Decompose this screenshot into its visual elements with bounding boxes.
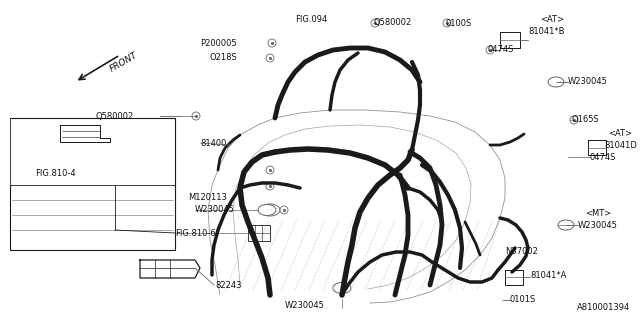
Text: M120113: M120113 (188, 193, 227, 202)
Text: W230045: W230045 (578, 220, 618, 229)
Text: P200005: P200005 (200, 38, 237, 47)
Ellipse shape (192, 112, 200, 120)
Ellipse shape (280, 206, 288, 214)
Text: 0474S: 0474S (590, 153, 616, 162)
Ellipse shape (570, 116, 578, 124)
Text: <MT>: <MT> (585, 209, 611, 218)
Ellipse shape (266, 54, 274, 62)
Ellipse shape (260, 204, 280, 216)
Bar (248, 225, 270, 241)
Text: O218S: O218S (210, 53, 237, 62)
Text: 0100S: 0100S (446, 19, 472, 28)
Ellipse shape (548, 77, 564, 87)
Text: 81041D: 81041D (604, 140, 637, 149)
Text: FIG.810-6: FIG.810-6 (175, 228, 216, 237)
Ellipse shape (558, 220, 574, 230)
Text: Q580002: Q580002 (95, 111, 133, 121)
Text: 0101S: 0101S (510, 295, 536, 305)
Text: N37002: N37002 (505, 247, 538, 257)
Ellipse shape (258, 204, 276, 215)
Text: 81041*B: 81041*B (528, 28, 564, 36)
Ellipse shape (266, 182, 274, 190)
Text: <AT>: <AT> (540, 15, 564, 25)
Text: 0474S: 0474S (488, 45, 515, 54)
Text: FRONT: FRONT (108, 51, 139, 74)
Ellipse shape (486, 46, 494, 54)
Ellipse shape (266, 166, 274, 174)
Text: 81041*A: 81041*A (530, 270, 566, 279)
Bar (10, 118, 175, 250)
Text: 81400: 81400 (200, 139, 227, 148)
Text: A810001394: A810001394 (577, 303, 630, 312)
Ellipse shape (371, 19, 379, 27)
Text: <AT>: <AT> (608, 129, 632, 138)
Text: W230045: W230045 (285, 300, 325, 309)
Ellipse shape (443, 19, 451, 27)
Text: Q580002: Q580002 (373, 19, 412, 28)
Text: O165S: O165S (572, 116, 600, 124)
Text: FIG.094: FIG.094 (295, 15, 327, 25)
Ellipse shape (268, 39, 276, 47)
Text: W230045: W230045 (195, 205, 235, 214)
Ellipse shape (333, 283, 351, 293)
Text: W230045: W230045 (568, 77, 608, 86)
Text: FIG.810-4: FIG.810-4 (35, 169, 76, 178)
Text: 82243: 82243 (215, 281, 241, 290)
